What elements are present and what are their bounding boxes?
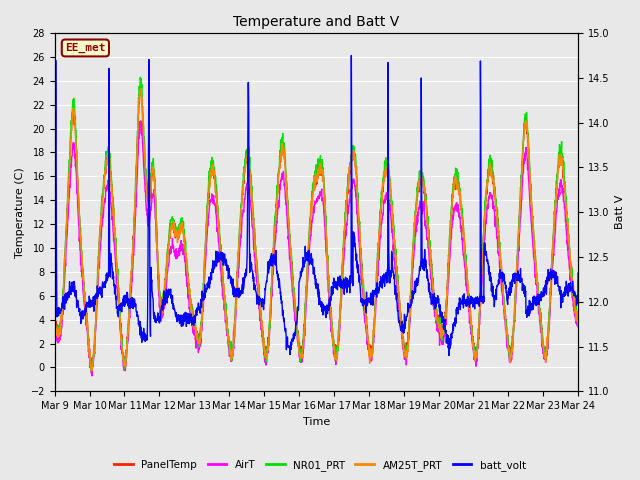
Legend: PanelTemp, AirT, NR01_PRT, AM25T_PRT, batt_volt: PanelTemp, AirT, NR01_PRT, AM25T_PRT, ba… — [110, 456, 530, 475]
Y-axis label: Batt V: Batt V — [615, 195, 625, 229]
Title: Temperature and Batt V: Temperature and Batt V — [233, 15, 399, 29]
Y-axis label: Temperature (C): Temperature (C) — [15, 167, 25, 257]
X-axis label: Time: Time — [303, 417, 330, 427]
Text: EE_met: EE_met — [65, 43, 106, 53]
